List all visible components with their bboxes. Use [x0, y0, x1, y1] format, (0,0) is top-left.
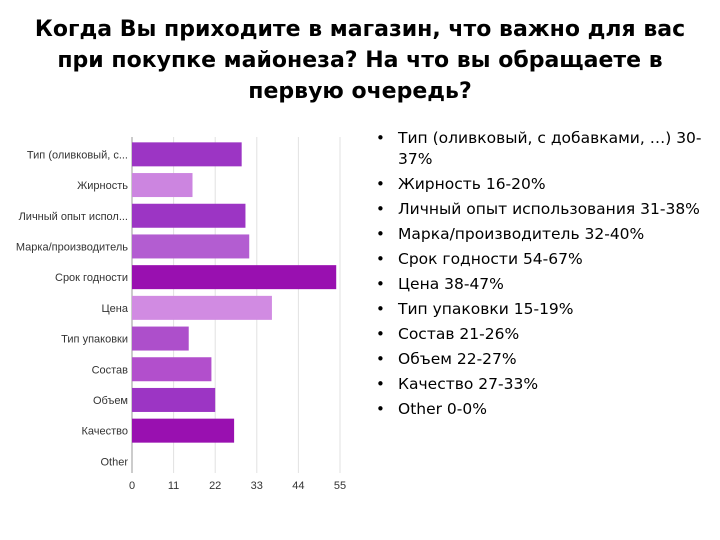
results-list: Тип (оливковый, с добавками, …) 30-37% Ж…: [376, 128, 706, 424]
result-item-volume: Объем 22-27%: [376, 349, 706, 370]
category-label: Марка/производитель: [16, 241, 128, 253]
category-label: Цена: [102, 303, 129, 315]
title-line-1: Когда Вы приходите в магазин, что важно …: [34, 17, 686, 42]
title-line-2: при покупке майонеза? На что вы обращает…: [57, 48, 663, 73]
bar-chart: Тип (оливковый, с... Жирность Личный опыт …: [16, 137, 346, 492]
category-label: Жирность: [77, 180, 128, 192]
bar: [132, 326, 189, 351]
category-label: Other: [100, 456, 128, 468]
x-tick-label: 22: [209, 480, 221, 492]
x-tick-label: 44: [292, 480, 304, 492]
bar: [132, 234, 250, 259]
x-tick-label: 0: [129, 480, 135, 492]
result-item-experience: Личный опыт использования 31-38%: [376, 199, 706, 220]
bar: [132, 295, 272, 320]
category-label: Личный опыт испол...: [19, 211, 128, 223]
bar: [132, 173, 193, 198]
result-item-price: Цена 38-47%: [376, 274, 706, 295]
category-label: Качество: [81, 426, 128, 438]
x-tick-label: 33: [251, 480, 263, 492]
category-label: Тип (оливковый, с...: [27, 149, 128, 161]
bar: [132, 142, 242, 167]
bar: [132, 357, 212, 382]
category-label: Срок годности: [55, 272, 128, 284]
x-axis-ticks: 0 11 22 33 44 55: [129, 480, 346, 492]
category-labels: Тип (оливковый, с... Жирность Личный опыт …: [16, 149, 129, 468]
result-item-other: Other 0-0%: [376, 399, 706, 420]
title-line-3: первую очередь?: [248, 79, 472, 104]
bar: [132, 387, 216, 412]
category-label: Состав: [92, 364, 129, 376]
result-item-type: Тип (оливковый, с добавками, …) 30-37%: [376, 128, 706, 170]
result-item-quality: Качество 27-33%: [376, 374, 706, 395]
result-item-package: Тип упаковки 15-19%: [376, 299, 706, 320]
x-tick-label: 11: [168, 480, 179, 492]
result-item-ingredients: Состав 21-26%: [376, 324, 706, 345]
slide-title: Когда Вы приходите в магазин, что важно …: [0, 14, 720, 107]
bar: [132, 418, 235, 443]
result-item-shelf-life: Срок годности 54-67%: [376, 249, 706, 270]
x-tick-label: 55: [334, 480, 346, 492]
category-label: Тип упаковки: [61, 334, 128, 346]
bar: [132, 265, 337, 290]
result-item-fat: Жирность 16-20%: [376, 174, 706, 195]
result-item-brand: Марка/производитель 32-40%: [376, 224, 706, 245]
category-label: Объем: [93, 395, 128, 407]
bar: [132, 203, 246, 228]
chart-bars: [132, 142, 337, 443]
